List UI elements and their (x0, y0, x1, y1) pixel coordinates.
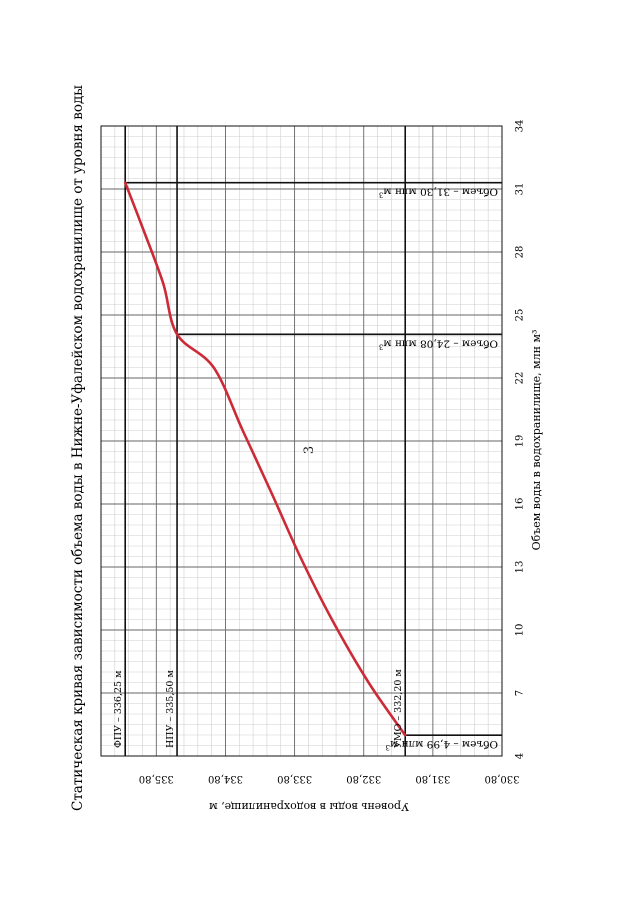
y-tick-labels: 330,80 331,80 332,80 333,80 334,80 335,80 (139, 773, 520, 784)
reference-level-label: НПУ – 335,50 м (165, 670, 176, 748)
chart-title: Статическая кривая зависимости объема во… (70, 85, 86, 811)
x-tick-label: 22 (515, 372, 526, 385)
y-axis-label: Уровень воды в водохранилище, м (209, 800, 409, 813)
y-tick-label: 330,80 (485, 773, 520, 784)
x-tick-label: 25 (515, 309, 526, 322)
x-tick-label: 13 (515, 561, 526, 574)
x-tick-label: 10 (515, 624, 526, 637)
reference-volume-label: Объем – 4,99 млн м3 (386, 738, 498, 751)
reference-volume-label: Объем – 24,08 млн м3 (379, 337, 498, 350)
x-tick-label: 31 (515, 183, 526, 196)
y-tick-label: 334,80 (208, 773, 243, 784)
y-tick-label: 333,80 (277, 773, 312, 784)
x-tick-label: 4 (515, 753, 526, 759)
x-tick-label: 19 (515, 435, 526, 448)
reference-level-label: УМО – 332,20 м (393, 669, 404, 748)
reference-volume-label: Объем – 31,30 млн м3 (379, 186, 498, 199)
plot-frame (100, 125, 503, 757)
x-tick-labels: 4 7 10 13 16 19 22 25 28 31 34 (515, 120, 526, 760)
reference-level-label: ФПУ – 336,25 м (113, 670, 124, 748)
y-tick-label: 332,80 (346, 773, 381, 784)
reference-lines (124, 126, 502, 756)
x-tick-label: 7 (515, 690, 526, 696)
x-tick-label: 28 (515, 246, 526, 259)
x-tick-label: 16 (515, 498, 526, 511)
x-axis-label: Объем воды в водохранилище, млн м³ (530, 330, 543, 551)
reference-labels: ФПУ – 336,25 м Объем – 31,30 млн м3 НПУ – … (113, 186, 498, 752)
y-tick-label: 331,80 (415, 773, 450, 784)
y-tick-label: 335,80 (139, 773, 174, 784)
x-tick-label: 34 (515, 120, 526, 133)
series-line (123, 181, 407, 737)
